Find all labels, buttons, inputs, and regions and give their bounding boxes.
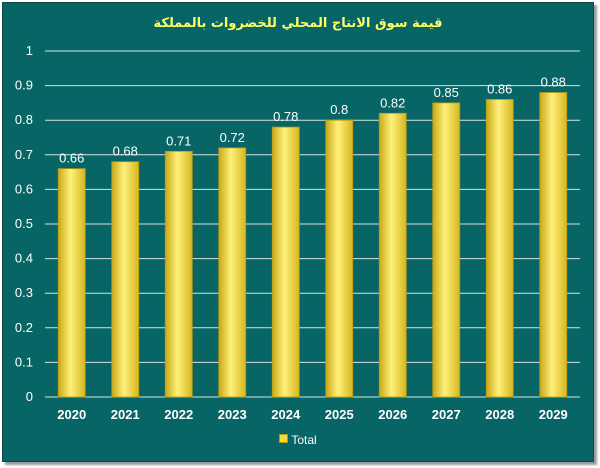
x-tick-label: 2022	[164, 407, 193, 422]
y-tick-label: 0.2	[15, 320, 33, 335]
y-tick-label: 1	[26, 43, 33, 58]
x-tick-label: 2021	[111, 407, 140, 422]
x-tick-label: 2025	[325, 407, 354, 422]
chart-title: قيمة سوق الانتاج المحلي للخضروات بالمملك…	[153, 16, 443, 31]
data-label: 0.66	[59, 151, 84, 166]
y-tick-label: 0.8	[15, 112, 33, 127]
y-tick-label: 0.5	[15, 216, 33, 231]
legend: Total	[3, 433, 593, 447]
data-label: 0.78	[273, 109, 298, 124]
legend-swatch	[279, 434, 289, 443]
bar	[485, 99, 514, 398]
data-label: 0.82	[380, 95, 405, 110]
x-tick-label: 2029	[539, 407, 568, 422]
data-label: 0.85	[434, 85, 459, 100]
y-tick-label: 0.4	[15, 251, 33, 266]
data-label: 0.88	[541, 75, 566, 90]
data-label: 0.86	[487, 81, 512, 96]
data-label: 0.8	[330, 102, 348, 117]
legend-label: Total	[291, 433, 317, 447]
data-label: 0.71	[166, 133, 191, 148]
chart-area: قيمة سوق الانتاج المحلي للخضروات بالمملك…	[2, 2, 594, 462]
x-tick-label: 2024	[271, 407, 301, 422]
x-tick-label: 2027	[432, 407, 461, 422]
bar	[271, 126, 300, 398]
bar	[111, 161, 140, 398]
plot-svg: 0 0.1 0.2 0.3 0.4 0.5 0.6 0.7 0.8 0.9 1 0.66 2020 0.6…	[15, 43, 580, 422]
data-label: 0.68	[113, 144, 138, 159]
bar	[325, 119, 354, 398]
data-label: 0.72	[220, 130, 245, 145]
bar	[57, 168, 86, 398]
bar	[164, 150, 193, 398]
y-tick-label: 0	[26, 389, 33, 404]
bar	[218, 147, 247, 398]
x-tick-label: 2026	[378, 407, 407, 422]
x-tick-label: 2028	[485, 407, 514, 422]
y-tick-label: 0.1	[15, 354, 33, 369]
x-tick-label: 2023	[218, 407, 247, 422]
y-tick-label: 0.9	[15, 78, 33, 93]
bar	[432, 102, 461, 398]
y-tick-label: 0.7	[15, 147, 33, 162]
bar	[539, 92, 568, 398]
x-tick-label: 2020	[57, 407, 86, 422]
y-tick-label: 0.6	[15, 181, 33, 196]
bar	[378, 112, 407, 398]
y-tick-label: 0.3	[15, 285, 33, 300]
